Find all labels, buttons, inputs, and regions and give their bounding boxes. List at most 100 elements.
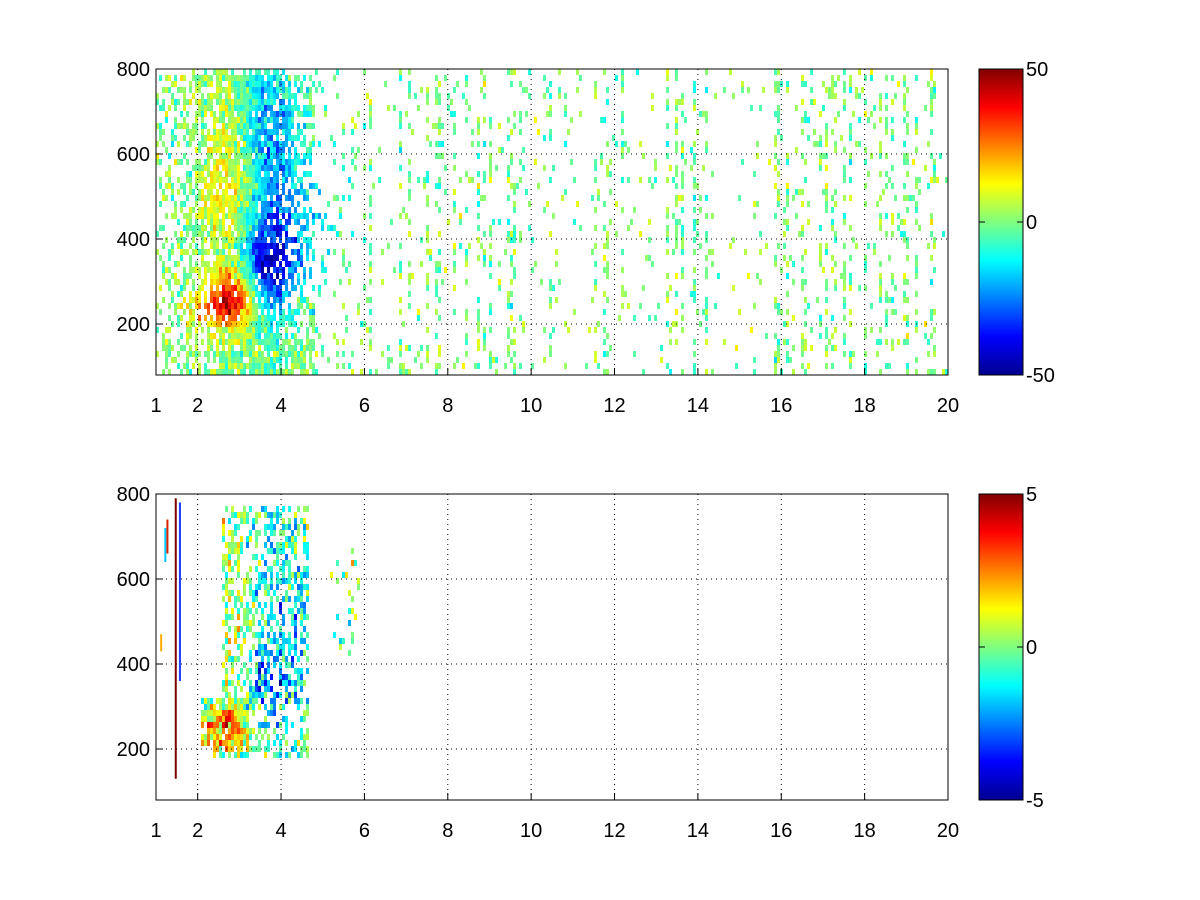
heatmap-cell [354,165,357,171]
heatmap-cell [300,686,303,692]
heatmap-cell [777,195,780,201]
heatmap-cell [753,357,756,363]
heatmap-cell [228,267,231,273]
heatmap-cell [168,303,171,309]
heatmap-cell [306,614,309,620]
heatmap-cell [918,189,921,195]
heatmap-cell [189,141,192,147]
heatmap-cell [255,243,258,249]
heatmap-cell [465,117,468,123]
heatmap-cell [870,111,873,117]
heatmap-cell [729,243,732,249]
heatmap-cell [216,291,219,297]
heatmap-cell [264,363,267,369]
heatmap-cell [222,117,225,123]
heatmap-cell [222,584,225,590]
heatmap-cell [648,255,651,261]
heatmap-cell [780,135,783,141]
heatmap-cell [291,171,294,177]
heatmap-cell [897,225,900,231]
heatmap-cell [843,279,846,285]
heatmap-cell [222,261,225,267]
heatmap-cell [744,249,747,255]
heatmap-cell [312,345,315,351]
heatmap-cell [165,147,168,153]
heatmap-cell [237,267,240,273]
heatmap-cell [927,81,930,87]
heatmap-cell [567,129,570,135]
heatmap-cell [294,171,297,177]
heatmap-cell [216,315,219,321]
heatmap-cell [489,261,492,267]
heatmap-cell [255,632,258,638]
heatmap-cell [249,249,252,255]
heatmap-cell [675,291,678,297]
heatmap-cell [915,309,918,315]
heatmap-cell [786,81,789,87]
heatmap-cell [168,279,171,285]
heatmap-cell [303,548,306,554]
heatmap-cell [348,261,351,267]
heatmap-cell [231,704,234,710]
heatmap-cell [165,363,168,369]
heatmap-cell [267,315,270,321]
heatmap-cell [231,656,234,662]
heatmap-cell [171,189,174,195]
heatmap-cell [270,105,273,111]
heatmap-cell [288,572,291,578]
heatmap-cell [234,261,237,267]
heatmap-cell [207,189,210,195]
heatmap-cell [291,123,294,129]
heatmap-cell [168,87,171,93]
heatmap-cell [306,147,309,153]
heatmap-cell [201,231,204,237]
heatmap-cell [279,357,282,363]
heatmap-cell [513,369,516,375]
heatmap-cell [822,81,825,87]
heatmap-cell [240,327,243,333]
heatmap-cell [276,225,279,231]
heatmap-cell [822,267,825,273]
heatmap-cell [906,171,909,177]
heatmap-cell [246,518,249,524]
heatmap-cell [174,303,177,309]
heatmap-cell [870,327,873,333]
bottom-axes-frame [155,493,949,801]
heatmap-cell [207,303,210,309]
heatmap-cell [891,231,894,237]
heatmap-cell [198,225,201,231]
heatmap-cell [534,117,537,123]
heatmap-cell [465,351,468,357]
heatmap-cell [219,333,222,339]
heatmap-cell [294,159,297,165]
heatmap-cell [171,195,174,201]
heatmap-cell [210,105,213,111]
heatmap-cell [534,261,537,267]
heatmap-cell [189,351,192,357]
heatmap-cell [399,69,402,75]
heatmap-cell [276,195,279,201]
heatmap-cell [264,644,267,650]
heatmap-cell [252,704,255,710]
heatmap-cell [573,219,576,225]
heatmap-cell [273,183,276,189]
heatmap-cell [495,357,498,363]
heatmap-cell [627,225,630,231]
heatmap-cell [237,117,240,123]
heatmap-cell [561,195,564,201]
heatmap-cell [282,530,285,536]
heatmap-cell [240,99,243,105]
heatmap-cell [246,177,249,183]
heatmap-cell [369,105,372,111]
heatmap-cell [282,93,285,99]
heatmap-cell [291,746,294,752]
heatmap-cell [783,243,786,249]
heatmap-cell [240,303,243,309]
heatmap-cell [468,177,471,183]
heatmap-cell [297,680,300,686]
heatmap-cell [435,183,438,189]
heatmap-cell [369,201,372,207]
heatmap-cell [264,333,267,339]
heatmap-cell [246,225,249,231]
heatmap-cell [165,117,168,123]
